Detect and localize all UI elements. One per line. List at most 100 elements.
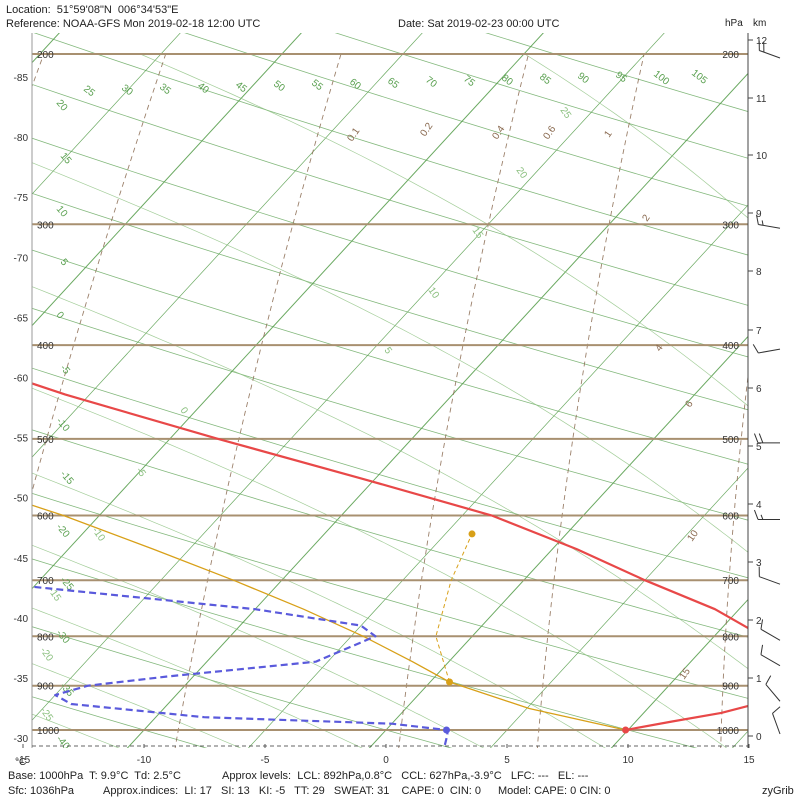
moist-adiabat-line [32, 162, 748, 553]
approx-levels-info: Approx levels: LCL: 892hPa,0.8°C CCL: 62… [222, 770, 589, 782]
surface-base-info: Base: 1000hPa T: 9.9°C Td: 2.5°C [8, 770, 181, 782]
left-tick-label: -80 [14, 133, 29, 144]
hpa-unit-label: hPa [725, 18, 743, 29]
pressure-label-left: 300 [37, 220, 54, 231]
dry-adiabat-line [32, 492, 748, 699]
mixing-ratio-label: 4 [653, 342, 665, 353]
moist-adiabat-line [32, 544, 485, 748]
ccl-point [468, 530, 476, 538]
moist-adiabat-line [32, 663, 242, 748]
approx-indices-info: Approx.indices: LI: 17 SI: 13 KI: -5 TT:… [103, 785, 482, 797]
moist-adiabat-line [32, 286, 748, 670]
wind-barb-feather [760, 514, 764, 520]
dry-adiabat-line [32, 83, 748, 306]
x-tick-label: -15 [16, 755, 31, 766]
forecast-date-label: Date: Sat 2019-02-23 00:00 UTC [398, 18, 560, 30]
km-tick-label: 6 [756, 384, 762, 395]
wind-barb-feather [760, 644, 764, 655]
model-cape-info: Model: CAPE: 0 CIN: 0 [498, 785, 611, 797]
dry-adiabat-line [33, 33, 748, 256]
moist-adiabat-line [140, 53, 748, 407]
wind-barb-staff [759, 576, 781, 585]
axes: -25-20-15-10-5051015202530-85-80-75-70-6… [14, 36, 768, 766]
isotherm-line [247, 204, 748, 748]
isotherm-line [32, 33, 423, 458]
wind-barb-staff [758, 223, 781, 229]
mixing-ratio-line [720, 372, 748, 748]
left-tick-label: -30 [14, 734, 29, 745]
pressure-label-right: 300 [722, 220, 739, 231]
wind-barb-feather [761, 220, 764, 226]
surface-temperature-point [622, 726, 630, 734]
pressure-label-right: 1000 [717, 726, 740, 737]
mixing-ratio-label: 6 [683, 398, 695, 409]
dry-adiabat-line [32, 137, 748, 358]
pressure-label-right: 400 [722, 341, 739, 352]
wind-barb-staff [772, 713, 781, 735]
left-tick-label: -55 [14, 434, 29, 445]
km-tick-label: 2 [756, 616, 762, 627]
dry-adiabat-label: 5 [58, 257, 70, 269]
plot-frame [31, 33, 749, 748]
pressure-label-right: 200 [722, 50, 739, 61]
pressure-label-left: 400 [37, 341, 54, 352]
km-unit-label: km [753, 18, 767, 29]
isotherm-line [32, 33, 665, 721]
pressure-label-right: 900 [722, 682, 739, 693]
isotherm-line [489, 467, 748, 748]
x-tick-label: 15 [743, 755, 755, 766]
wind-barb-staff [758, 348, 781, 354]
mixing-ratio-line [536, 53, 645, 748]
pressure-label-right: 500 [722, 435, 739, 446]
isotherm-line [126, 72, 748, 748]
wind-barb-staff [760, 628, 781, 641]
dry-adiabat-line [32, 192, 748, 411]
km-tick-label: 1 [756, 674, 762, 685]
wind-barb-feather [765, 675, 772, 685]
surface-pressure-info: Sfc: 1036hPa [8, 785, 75, 797]
moist-adiabat-label: 0 [178, 405, 190, 416]
wind-barbs [752, 40, 781, 735]
km-tick-label: 7 [756, 326, 762, 337]
pressure-label-left: 700 [37, 576, 54, 587]
x-tick-label: 0 [383, 755, 389, 766]
left-tick-label: -60 [14, 374, 29, 385]
pressure-label-left: 800 [37, 632, 54, 643]
mixing-ratio-line [398, 53, 529, 748]
pressure-label-right: 600 [722, 511, 739, 522]
pressure-label-left: 500 [37, 435, 54, 446]
x-tick-label: -10 [137, 755, 152, 766]
x-tick-label: -5 [261, 755, 270, 766]
left-tick-label: -85 [14, 73, 29, 84]
wind-barb [758, 40, 781, 59]
moist-adiabat-line [0, 54, 4, 751]
wind-barb [752, 344, 781, 354]
pressure-label-left: 200 [37, 50, 54, 61]
mixing-ratio-label: 1 [602, 128, 614, 139]
moist-adiabat-line [32, 387, 728, 748]
km-tick-label: 9 [756, 209, 762, 220]
dry-adiabat-line [32, 429, 748, 638]
mixing-ratio-label: 2 [640, 212, 652, 223]
reference-label: Reference: NOAA-GFS Mon 2019-02-18 12:00… [6, 18, 261, 30]
left-tick-label: -75 [14, 193, 29, 204]
pressure-label-left: 900 [37, 682, 54, 693]
pressure-label-right: 800 [722, 632, 739, 643]
plot-area [32, 33, 748, 748]
wind-barb-feather [753, 433, 759, 444]
wind-barb-feather [758, 433, 764, 444]
x-axis-unit-label: °C [15, 757, 27, 768]
left-tick-label: -40 [14, 614, 29, 625]
left-tick-label: -35 [14, 674, 29, 685]
profiles [32, 382, 748, 746]
km-tick-label: 11 [756, 94, 767, 105]
wind-barb [772, 706, 781, 735]
km-tick-label: 3 [756, 558, 762, 569]
km-tick-label: 0 [756, 732, 762, 743]
dewpoint-curve [32, 585, 449, 746]
isotherm-line [368, 335, 748, 748]
wind-barb-feather [752, 344, 759, 354]
left-tick-label: -50 [14, 494, 29, 505]
wind-barb [753, 509, 780, 520]
